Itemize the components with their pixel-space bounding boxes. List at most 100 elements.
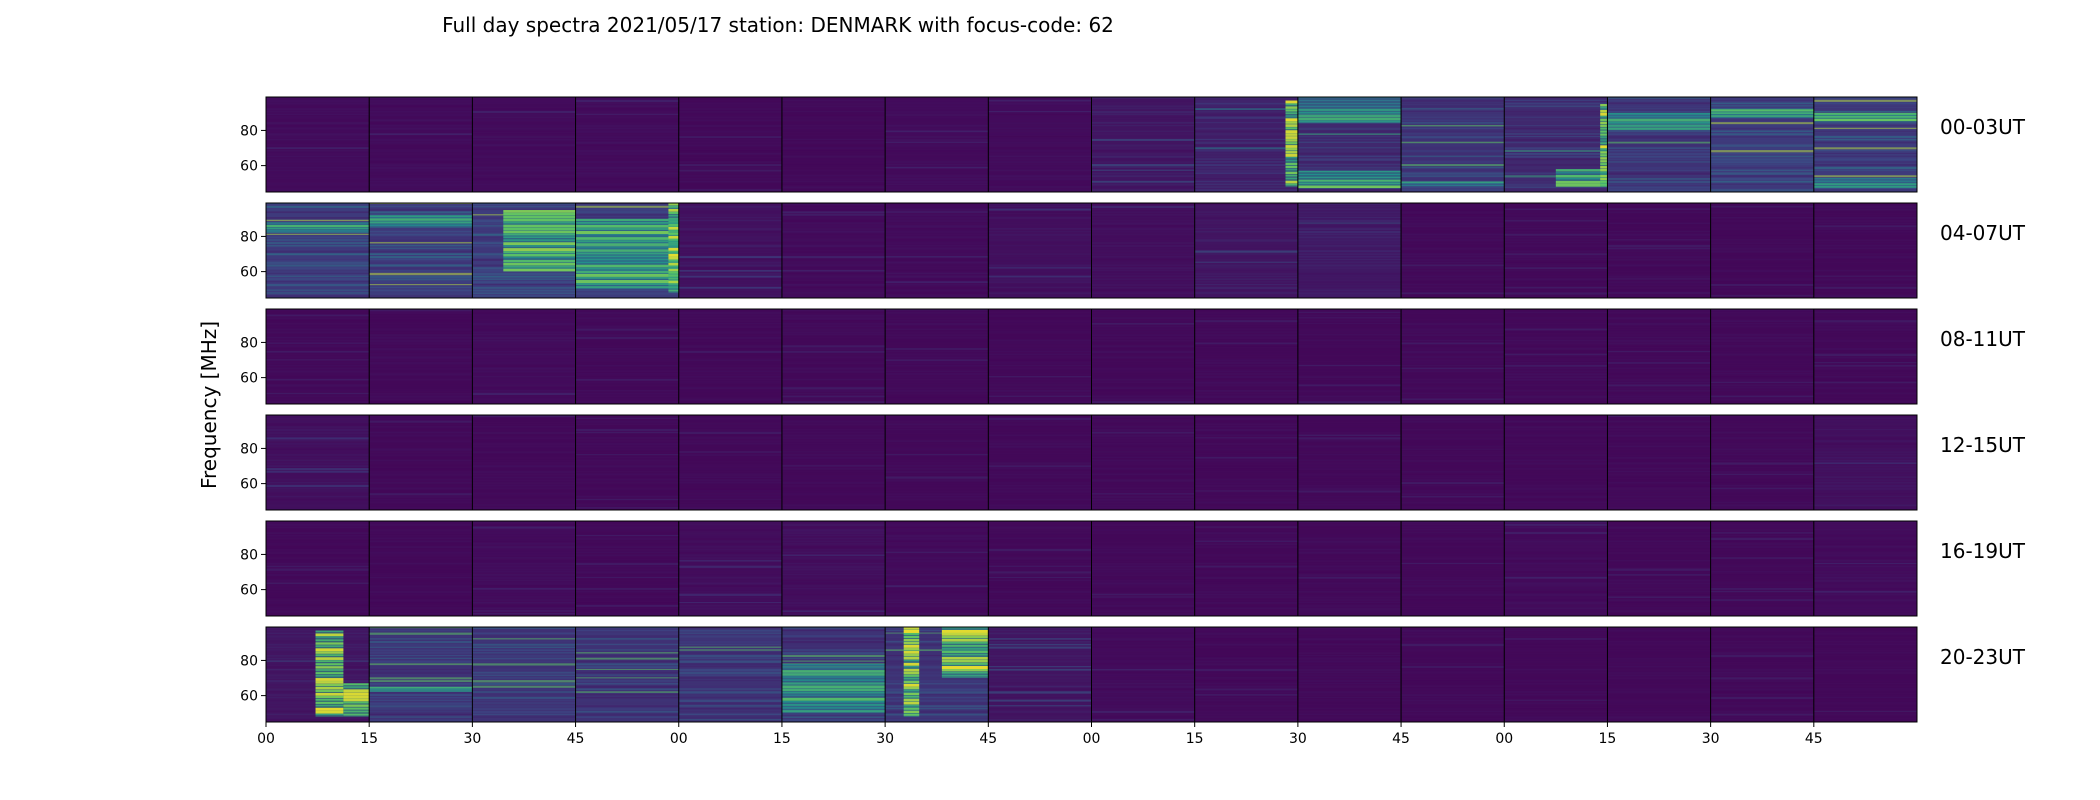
noise-line [369,694,473,697]
noise-line [1401,454,1505,457]
noise-line [988,456,1092,459]
noise-line [1194,378,1298,380]
noise-line [1504,588,1608,590]
noise-line [678,183,782,186]
event-band [781,679,886,681]
noise-line [988,97,1092,99]
row-time-label: 12-15UT [1940,433,2026,457]
noise-line [1710,281,1814,284]
noise-line [678,699,782,702]
noise-line [266,498,370,501]
noise-line [988,339,1092,342]
noise-line [885,331,989,334]
noise-line [1607,484,1711,487]
noise-line [369,113,473,117]
noise-line [575,426,679,428]
noise-line [1091,233,1195,235]
noise-line [266,504,370,506]
event-band [575,280,679,283]
spectrum-panel [987,309,1092,404]
noise-line [1091,548,1195,551]
event-band [343,707,370,710]
noise-line [1813,660,1917,663]
noise-line [575,560,679,562]
event-band [781,694,886,696]
noise-line [1607,420,1711,423]
noise-line [1710,186,1814,189]
noise-line [678,364,782,367]
noise-line [678,286,782,289]
noise-line [472,487,576,489]
noise-line [1710,540,1814,542]
noise-line [678,122,782,125]
noise-line [678,152,782,155]
noise-line [988,376,1092,378]
noise-line [1710,261,1814,264]
noise-line [1710,208,1814,211]
noise-line [781,258,886,261]
noise-line [988,208,1092,211]
noise-line [988,211,1092,213]
noise-line [472,398,576,401]
noise-line [1194,381,1298,384]
noise-line [1401,540,1505,542]
noise-line [472,105,576,107]
noise-line [678,222,782,225]
noise-line [1813,392,1917,394]
event-band [668,259,679,262]
spectrum-panel [1503,521,1608,616]
noise-line [472,392,576,396]
noise-line [1091,164,1195,167]
noise-line [1297,124,1402,127]
noise-line [575,682,679,685]
noise-line [1710,702,1814,704]
noise-line [472,150,576,153]
x-tick-label: 30 [876,731,894,747]
noise-line [1091,381,1195,384]
noise-line [1813,498,1917,501]
noise-line [1504,353,1608,356]
noise-line [988,373,1092,376]
noise-line [575,585,679,587]
noise-line [1710,164,1814,166]
spectrum-panel [1606,627,1711,722]
noise-line [1813,205,1917,208]
noise-line [988,286,1092,288]
noise-line [1504,322,1608,325]
noise-line [369,155,473,158]
noise-line [1297,130,1402,133]
event-band [1285,159,1298,162]
noise-line [369,470,473,473]
noise-line [781,239,886,241]
noise-line [1710,97,1814,99]
noise-line [988,607,1092,609]
noise-line [1401,364,1505,367]
event-band [575,286,679,289]
noise-line [885,501,989,504]
noise-line [1401,239,1505,241]
noise-line [1194,437,1298,439]
noise-line [1194,164,1298,167]
noise-line [1091,529,1195,531]
noise-line [1710,560,1814,562]
noise-line [1401,582,1505,584]
noise-line [1607,230,1711,233]
event-band [941,657,989,660]
noise-line [1194,459,1298,462]
event-band [315,663,344,666]
noise-line [678,136,782,139]
noise-line [1401,521,1505,524]
noise-line [472,124,576,126]
noise-line [781,242,886,244]
noise-line [369,627,473,629]
noise-line [369,523,473,526]
noise-line [678,484,782,487]
noise-line [988,392,1092,395]
noise-line [472,155,576,159]
event-band [575,255,679,258]
noise-line [1297,144,1402,146]
noise-line [575,356,679,358]
noise-line [1297,646,1402,649]
event-band [315,669,344,671]
